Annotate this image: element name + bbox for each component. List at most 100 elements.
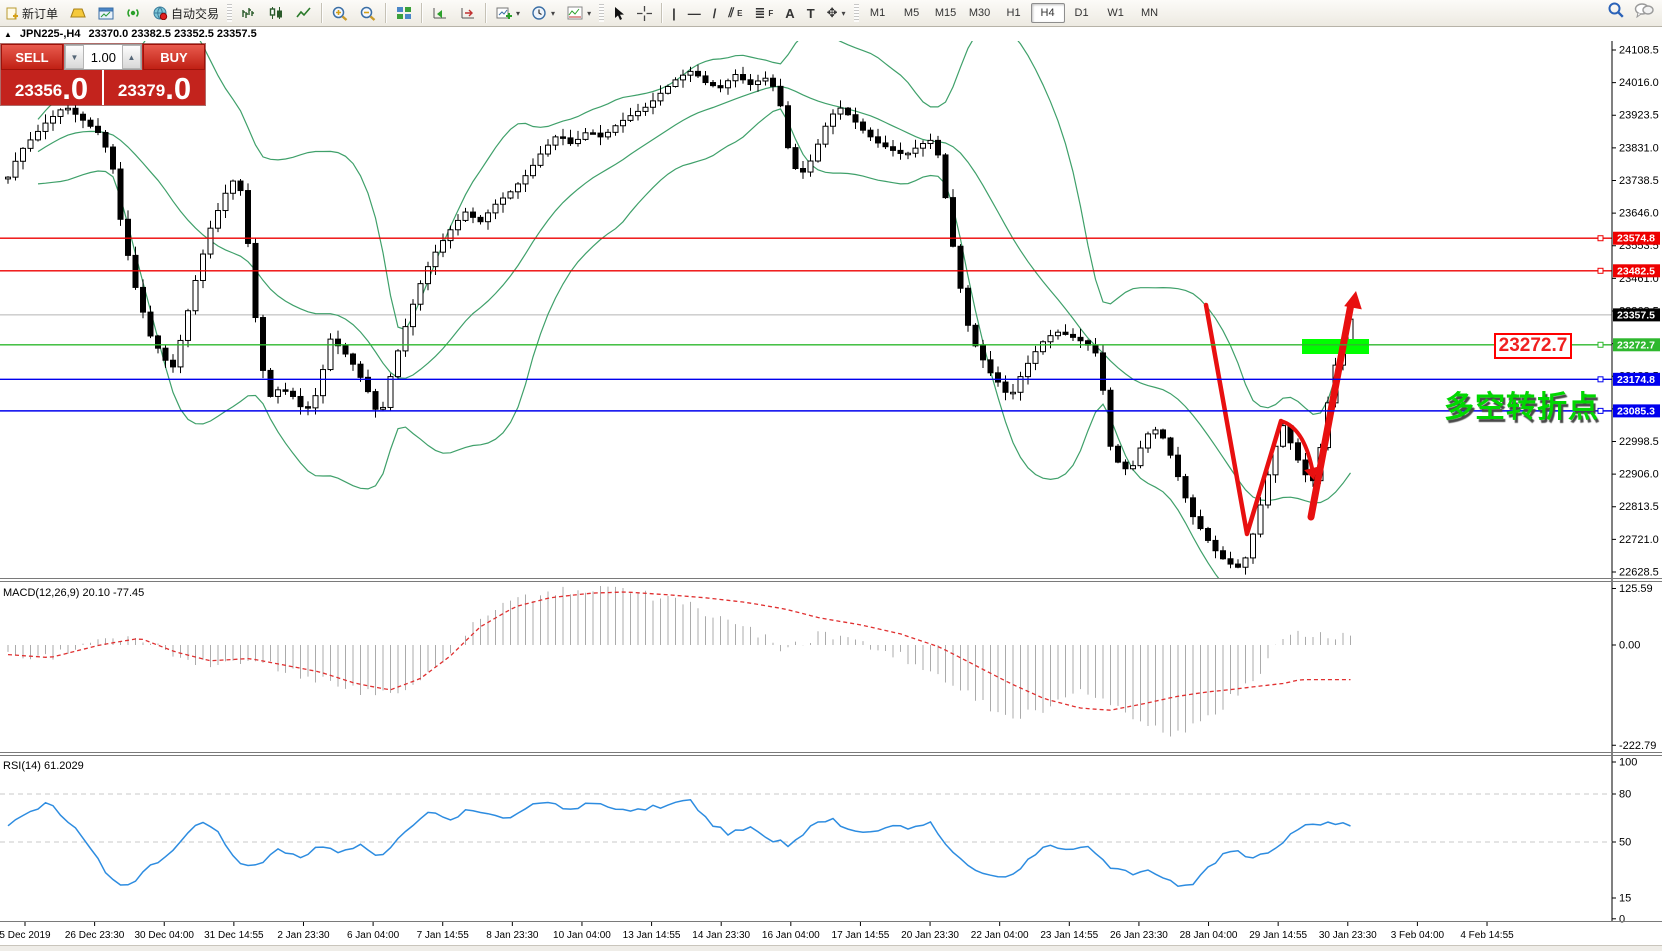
- bar-chart-button[interactable]: [234, 1, 262, 25]
- toolbar-separator: [321, 3, 324, 23]
- timeframe-h1[interactable]: H1: [1006, 7, 1021, 19]
- svg-text:23085.3: 23085.3: [1617, 405, 1655, 417]
- svg-text:50: 50: [1619, 837, 1631, 849]
- svg-text:22906.0: 22906.0: [1619, 469, 1659, 481]
- buy-price[interactable]: 23379 .0: [117, 71, 192, 106]
- svg-text:22721.0: 22721.0: [1619, 534, 1659, 546]
- sell-button[interactable]: SELL: [1, 44, 63, 70]
- svg-text:0: 0: [1619, 913, 1625, 925]
- crosshair-button[interactable]: [631, 1, 658, 25]
- one-click-trading-panel: SELL ▼ ▲ BUY 23356 .0 23379 .0: [1, 44, 205, 105]
- zoom-in-icon: [332, 6, 348, 21]
- green-highlight-rect[interactable]: [1302, 339, 1369, 354]
- svg-text:23646.0: 23646.0: [1619, 208, 1659, 220]
- vertical-line-tool[interactable]: |: [672, 5, 676, 21]
- timeframe-h4[interactable]: H4: [1030, 3, 1065, 23]
- shapes-tool[interactable]: ✥ ▾: [826, 5, 846, 20]
- macd-signal-line: [7, 591, 1351, 711]
- zoom-out-button[interactable]: [354, 1, 382, 25]
- candlesticks: [5, 64, 1354, 575]
- timeframe-d1[interactable]: D1: [1074, 7, 1089, 19]
- svg-text:5 Dec 2019: 5 Dec 2019: [0, 930, 51, 941]
- signals-button[interactable]: [120, 1, 147, 25]
- top-toolbar: 新订单 自动交易 ▾ ▾: [0, 0, 1662, 27]
- line-chart-button[interactable]: [290, 1, 318, 25]
- chat-icon[interactable]: [1634, 2, 1654, 18]
- svg-text:-222.79: -222.79: [1619, 740, 1656, 752]
- rsi-panel[interactable]: [0, 793, 1612, 887]
- price-axis[interactable]: 24108.5 24016.0 23923.5 23831.0 23738.5 23646…: [1611, 27, 1660, 925]
- toolbar-separator: [421, 3, 424, 23]
- periods-button[interactable]: ▾: [526, 1, 561, 25]
- indicators-button[interactable]: ▾: [561, 1, 597, 25]
- tile-windows-button[interactable]: [390, 1, 418, 25]
- zoom-out-icon: [360, 6, 376, 21]
- svg-text:28 Jan 04:00: 28 Jan 04:00: [1180, 930, 1238, 941]
- svg-text:7 Jan 14:55: 7 Jan 14:55: [417, 930, 470, 941]
- timeframe-m30[interactable]: M30: [968, 7, 991, 19]
- current-price-label: [1613, 308, 1660, 322]
- toolbar-separator: [661, 3, 664, 23]
- svg-text:23831.0: 23831.0: [1619, 142, 1659, 154]
- svg-text:125.59: 125.59: [1619, 583, 1653, 595]
- new-order-button[interactable]: 新订单: [0, 2, 64, 24]
- svg-text:3 Feb 04:00: 3 Feb 04:00: [1391, 930, 1445, 941]
- horizontal-level-lines[interactable]: [0, 235, 1612, 414]
- macd-panel[interactable]: [7, 586, 1351, 737]
- bar-chart-icon: [242, 8, 255, 18]
- auto-trading-icon: [153, 6, 168, 20]
- search-icon[interactable]: [1608, 2, 1624, 18]
- timeframe-mn[interactable]: MN: [1141, 7, 1159, 19]
- chart-title-bar: ▲ JPN225-,H4 23370.0 23382.5 23352.5 233…: [0, 27, 1662, 41]
- timeframe-m1[interactable]: M1: [869, 7, 886, 19]
- svg-text:100: 100: [1619, 757, 1637, 769]
- timeframe-m5[interactable]: M5: [903, 7, 920, 19]
- fibonacci-tool[interactable]: ≣ F: [754, 5, 774, 20]
- new-chart-button[interactable]: ▾: [490, 1, 526, 25]
- volume-decrease-button[interactable]: ▼: [65, 45, 84, 69]
- svg-text:30 Jan 23:30: 30 Jan 23:30: [1319, 930, 1377, 941]
- toolbar-grip: [599, 4, 605, 22]
- deposit-button[interactable]: [64, 1, 92, 25]
- svg-text:22628.5: 22628.5: [1619, 566, 1659, 578]
- text-label-tool[interactable]: T: [806, 5, 815, 21]
- channel-tool[interactable]: ⫽ E: [728, 5, 743, 20]
- zoom-in-button[interactable]: [326, 1, 354, 25]
- collapse-triangle-icon[interactable]: ▲: [4, 29, 12, 39]
- horizontal-line-tool[interactable]: —: [687, 5, 701, 21]
- volume-input[interactable]: [84, 45, 122, 69]
- svg-text:10 Jan 04:00: 10 Jan 04:00: [553, 930, 611, 941]
- market-window-button[interactable]: [92, 1, 120, 25]
- text-tool[interactable]: A: [785, 5, 795, 21]
- toolbar-separator: [485, 3, 488, 23]
- volume-increase-button[interactable]: ▲: [122, 45, 141, 69]
- svg-text:22998.5: 22998.5: [1619, 436, 1659, 448]
- svg-text:29 Jan 14:55: 29 Jan 14:55: [1249, 930, 1307, 941]
- turning-point-annotation[interactable]: 多空转折点: [1444, 391, 1599, 424]
- svg-text:16 Jan 04:00: 16 Jan 04:00: [762, 930, 820, 941]
- chart-shift-button[interactable]: [454, 1, 482, 25]
- rsi-line: [7, 799, 1351, 887]
- svg-text:2 Jan 23:30: 2 Jan 23:30: [277, 930, 330, 941]
- buy-button[interactable]: BUY: [143, 44, 205, 70]
- auto-scroll-button[interactable]: [426, 1, 454, 25]
- timeframe-w1[interactable]: W1: [1107, 7, 1124, 19]
- dropdown-caret-icon: ▾: [587, 8, 592, 18]
- sell-price[interactable]: 23356 .0: [14, 71, 89, 106]
- auto-trading-label: 自动交易: [171, 6, 220, 21]
- svg-text:24016.0: 24016.0: [1619, 77, 1659, 89]
- cursor-button[interactable]: [606, 1, 631, 25]
- trendline-tool[interactable]: /: [712, 5, 717, 21]
- crosshair-icon: [637, 5, 653, 21]
- svg-text:23738.5: 23738.5: [1619, 175, 1659, 187]
- toolbar-separator: [385, 3, 388, 23]
- date-axis[interactable]: 5 Dec 2019 26 Dec 23:30 30 Dec 04:00 31 Dec…: [0, 922, 1514, 941]
- main-price-panel[interactable]: [0, 10, 1612, 621]
- toolbar-grip: [853, 4, 859, 22]
- candlestick-button[interactable]: [262, 1, 290, 25]
- timeframe-m15[interactable]: M15: [934, 7, 957, 19]
- price-callout-label[interactable]: 23272.7: [1494, 333, 1572, 359]
- svg-text:24108.5: 24108.5: [1619, 45, 1659, 57]
- candlestick-icon: [269, 7, 283, 19]
- auto-trading-button[interactable]: 自动交易: [147, 2, 225, 24]
